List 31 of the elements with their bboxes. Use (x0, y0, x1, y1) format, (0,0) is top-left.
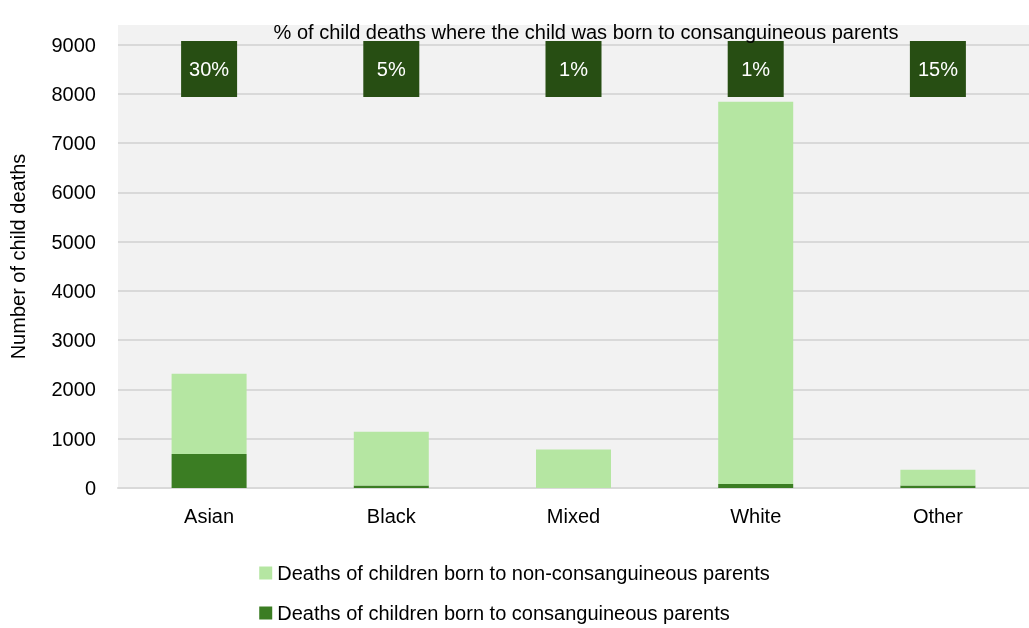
y-tick-label: 0 (84, 477, 96, 499)
chart-title: % of child deaths where the child was born to consanguineous parents (273, 21, 899, 43)
x-tick-label: Mixed (546, 505, 601, 527)
x-tick-label: Other (912, 505, 964, 527)
bar (536, 449, 611, 488)
bar (353, 431, 429, 486)
y-tick-label: 5000 (51, 230, 96, 253)
bar (718, 484, 794, 488)
y-tick-label: 9000 (51, 33, 96, 56)
y-tick-label: 6000 (51, 181, 96, 204)
y-tick-label: 8000 (51, 82, 96, 105)
x-tick-label: Asian (184, 505, 235, 527)
bar (171, 454, 247, 488)
y-tick-label: 4000 (51, 279, 96, 302)
bar (171, 373, 247, 455)
bar (718, 101, 794, 485)
bar (900, 469, 976, 486)
legend-label: Deaths of children born to consanguineous parents (277, 602, 730, 624)
y-axis-title: Number of child deaths (7, 153, 29, 360)
y-tick-label: 2000 (51, 378, 96, 401)
legend-label: Deaths of children born to non-consanguineous parents (277, 562, 770, 584)
annotation: 15% (917, 58, 959, 80)
y-tick-label: 3000 (51, 329, 96, 352)
x-tick-label: White (730, 505, 782, 527)
y-tick-label: 7000 (51, 132, 96, 155)
y-tick-label: 1000 (51, 427, 96, 450)
annotation: 1% (741, 58, 771, 80)
annotation: 5% (376, 58, 406, 80)
annotation: 1% (559, 58, 589, 80)
annotation: 30% (189, 58, 230, 80)
x-tick-label: Black (366, 505, 417, 527)
